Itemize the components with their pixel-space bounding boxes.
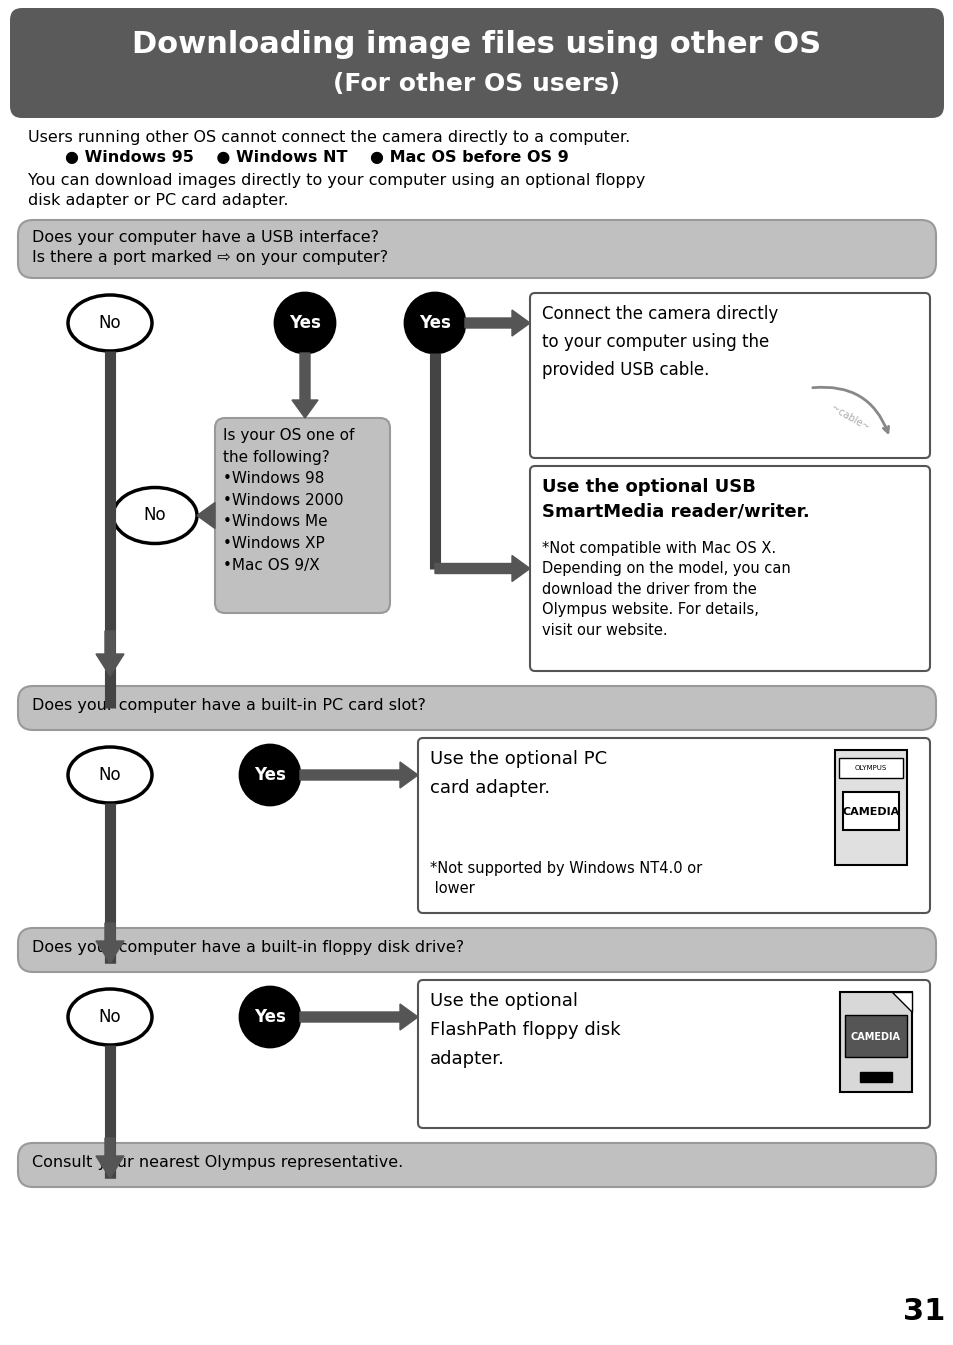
- Text: Yes: Yes: [289, 313, 320, 332]
- Circle shape: [240, 745, 299, 806]
- Polygon shape: [891, 993, 911, 1011]
- Ellipse shape: [68, 746, 152, 803]
- Text: *Not compatible with Mac OS X.
Depending on the model, you can
download the driv: *Not compatible with Mac OS X. Depending…: [541, 541, 790, 638]
- Text: *Not supported by Windows NT4.0 or
 lower: *Not supported by Windows NT4.0 or lower: [430, 861, 701, 896]
- Text: ● Windows 95    ● Windows NT    ● Mac OS before OS 9: ● Windows 95 ● Windows NT ● Mac OS befor…: [65, 151, 568, 165]
- Ellipse shape: [68, 989, 152, 1045]
- Polygon shape: [96, 631, 124, 677]
- Text: 31: 31: [902, 1298, 944, 1326]
- Text: Use the optional USB
SmartMedia reader/writer.: Use the optional USB SmartMedia reader/w…: [541, 477, 809, 521]
- Bar: [898, 1290, 950, 1336]
- Text: CAMEDIA: CAMEDIA: [850, 1032, 900, 1042]
- Text: No: No: [98, 1007, 121, 1026]
- Polygon shape: [464, 309, 530, 336]
- Text: No: No: [98, 767, 121, 784]
- Text: Is there a port marked ⇨ on your computer?: Is there a port marked ⇨ on your compute…: [32, 250, 388, 265]
- Text: OLYMPUS: OLYMPUS: [854, 765, 886, 771]
- Text: CAMEDIA: CAMEDIA: [841, 807, 899, 816]
- Text: Does your computer have a USB interface?: Does your computer have a USB interface?: [32, 230, 378, 245]
- Bar: [838, 759, 902, 777]
- Text: Yes: Yes: [253, 1007, 286, 1026]
- FancyBboxPatch shape: [417, 981, 929, 1128]
- Circle shape: [240, 987, 299, 1046]
- FancyBboxPatch shape: [18, 221, 935, 278]
- Bar: [844, 1015, 906, 1057]
- Bar: [859, 1072, 891, 1081]
- Text: Downloading image files using other OS: Downloading image files using other OS: [132, 30, 821, 59]
- Text: Use the optional
FlashPath floppy disk
adapter.: Use the optional FlashPath floppy disk a…: [430, 993, 620, 1068]
- Text: You can download images directly to your computer using an optional floppy: You can download images directly to your…: [28, 174, 644, 188]
- FancyBboxPatch shape: [10, 8, 943, 118]
- Bar: [840, 993, 911, 1092]
- Polygon shape: [435, 555, 530, 581]
- FancyBboxPatch shape: [18, 1143, 935, 1188]
- Text: Yes: Yes: [418, 313, 451, 332]
- Text: Yes: Yes: [253, 767, 286, 784]
- Text: Is your OS one of
the following?
•Windows 98
•Windows 2000
•Windows Me
•Windows : Is your OS one of the following? •Window…: [223, 428, 354, 573]
- Polygon shape: [96, 923, 124, 963]
- Circle shape: [274, 293, 335, 352]
- Bar: [842, 792, 898, 830]
- Circle shape: [405, 293, 464, 352]
- Text: Users running other OS cannot connect the camera directly to a computer.: Users running other OS cannot connect th…: [28, 130, 630, 145]
- Text: No: No: [98, 313, 121, 332]
- Polygon shape: [292, 352, 317, 418]
- Text: Connect the camera directly
to your computer using the
provided USB cable.: Connect the camera directly to your comp…: [541, 305, 778, 378]
- Polygon shape: [96, 1138, 124, 1178]
- Polygon shape: [299, 763, 417, 788]
- FancyBboxPatch shape: [530, 293, 929, 459]
- Text: No: No: [144, 507, 166, 525]
- Text: Use the optional PC
card adapter.: Use the optional PC card adapter.: [430, 751, 606, 798]
- Polygon shape: [299, 1003, 417, 1030]
- FancyBboxPatch shape: [18, 686, 935, 730]
- Bar: [834, 751, 906, 865]
- Polygon shape: [196, 503, 214, 529]
- Text: Consult your nearest Olympus representative.: Consult your nearest Olympus representat…: [32, 1155, 403, 1170]
- Ellipse shape: [112, 487, 196, 543]
- FancyBboxPatch shape: [214, 418, 390, 613]
- Text: disk adapter or PC card adapter.: disk adapter or PC card adapter.: [28, 192, 288, 208]
- Text: (For other OS users): (For other OS users): [334, 73, 619, 95]
- Text: Does your computer have a built-in PC card slot?: Does your computer have a built-in PC ca…: [32, 698, 425, 713]
- Text: ~cable~: ~cable~: [828, 404, 870, 433]
- Text: Does your computer have a built-in floppy disk drive?: Does your computer have a built-in flopp…: [32, 940, 464, 955]
- Ellipse shape: [68, 295, 152, 351]
- FancyBboxPatch shape: [18, 928, 935, 972]
- FancyBboxPatch shape: [530, 465, 929, 671]
- FancyBboxPatch shape: [417, 738, 929, 913]
